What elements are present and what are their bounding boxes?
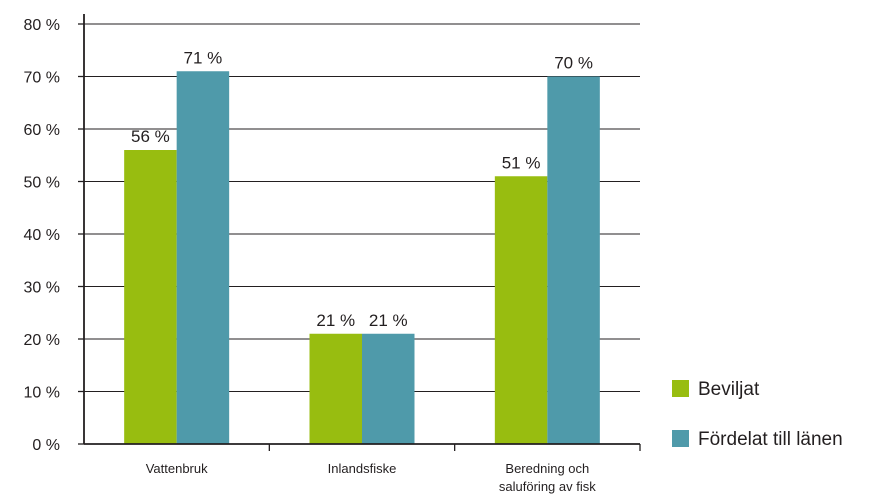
x-category-label: Inlandsfiske xyxy=(328,461,397,476)
y-tick-label: 70 % xyxy=(24,70,60,87)
data-labels: 56 % 21 % 51 % 71 % 21 % 70 % xyxy=(131,48,593,330)
axes xyxy=(78,14,641,451)
y-tick-label: 80 % xyxy=(24,17,60,34)
y-tick-labels: 0 % 10 % 20 % 30 % 40 % 50 % 60 % 70 % 80 % xyxy=(24,17,60,454)
bar-fordelat-2 xyxy=(547,76,600,444)
y-tick-label: 50 % xyxy=(24,175,60,192)
bar-fordelat-0 xyxy=(176,71,230,444)
x-category-labels: Vattenbruk Inlandsfiske Beredning och saluf… xyxy=(146,461,597,494)
x-category-label: saluföring av fisk xyxy=(499,479,596,494)
y-tick-label: 10 % xyxy=(24,385,60,402)
y-tick-label: 20 % xyxy=(24,332,60,349)
y-tick-label: 60 % xyxy=(24,122,60,139)
bar-beviljat-0 xyxy=(124,150,177,444)
data-label: 70 % xyxy=(554,54,593,73)
y-tick-label: 40 % xyxy=(24,227,60,244)
x-category-label: Vattenbruk xyxy=(146,461,208,476)
y-tick-label: 30 % xyxy=(24,280,60,297)
data-label: 51 % xyxy=(502,153,541,172)
bar-beviljat-2 xyxy=(494,176,548,444)
bar-beviljat-1 xyxy=(309,333,362,444)
data-label: 21 % xyxy=(316,311,355,330)
bars xyxy=(124,71,600,444)
y-tick-label: 0 % xyxy=(32,437,60,454)
legend-swatch xyxy=(672,430,689,447)
bar-fordelat-1 xyxy=(362,333,415,444)
x-category-label: Beredning och xyxy=(505,461,589,476)
legend: Beviljat Fördelat till länen xyxy=(672,379,843,450)
data-label: 21 % xyxy=(369,311,408,330)
legend-label: Fördelat till länen xyxy=(698,429,843,450)
legend-label: Beviljat xyxy=(698,379,760,400)
data-label: 56 % xyxy=(131,127,170,146)
data-label: 71 % xyxy=(184,48,223,67)
legend-swatch xyxy=(672,380,689,397)
